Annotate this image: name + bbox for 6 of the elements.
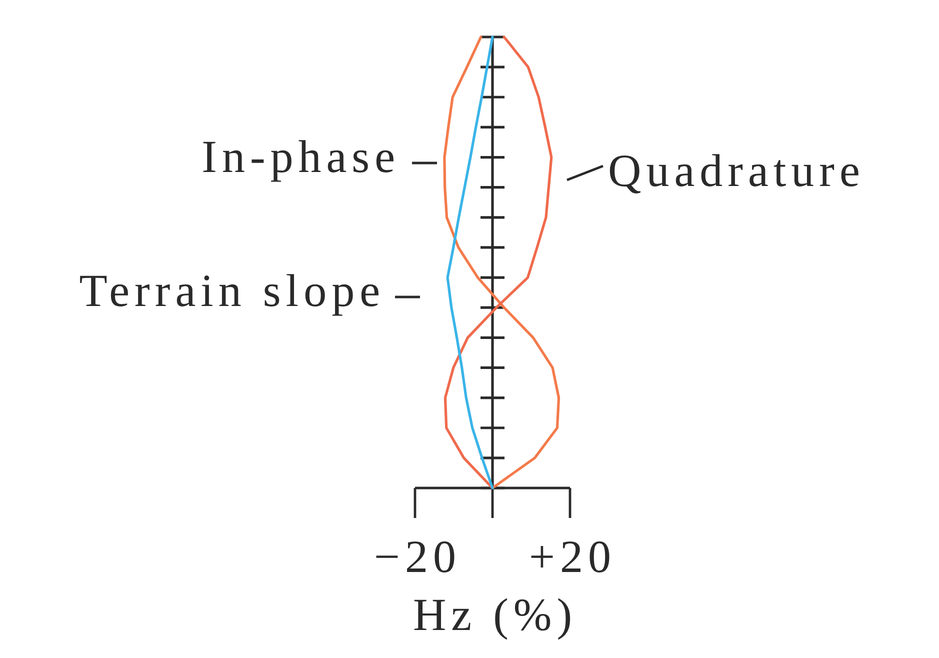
x-tick-label: −20 — [374, 531, 461, 582]
x-tick-label: +20 — [529, 531, 616, 582]
series-label: In-phase — [202, 131, 400, 182]
series-label: Quadrature — [608, 145, 865, 196]
x-axis-title: Hz (%) — [412, 589, 578, 640]
series-label: Terrain slope — [79, 265, 385, 316]
